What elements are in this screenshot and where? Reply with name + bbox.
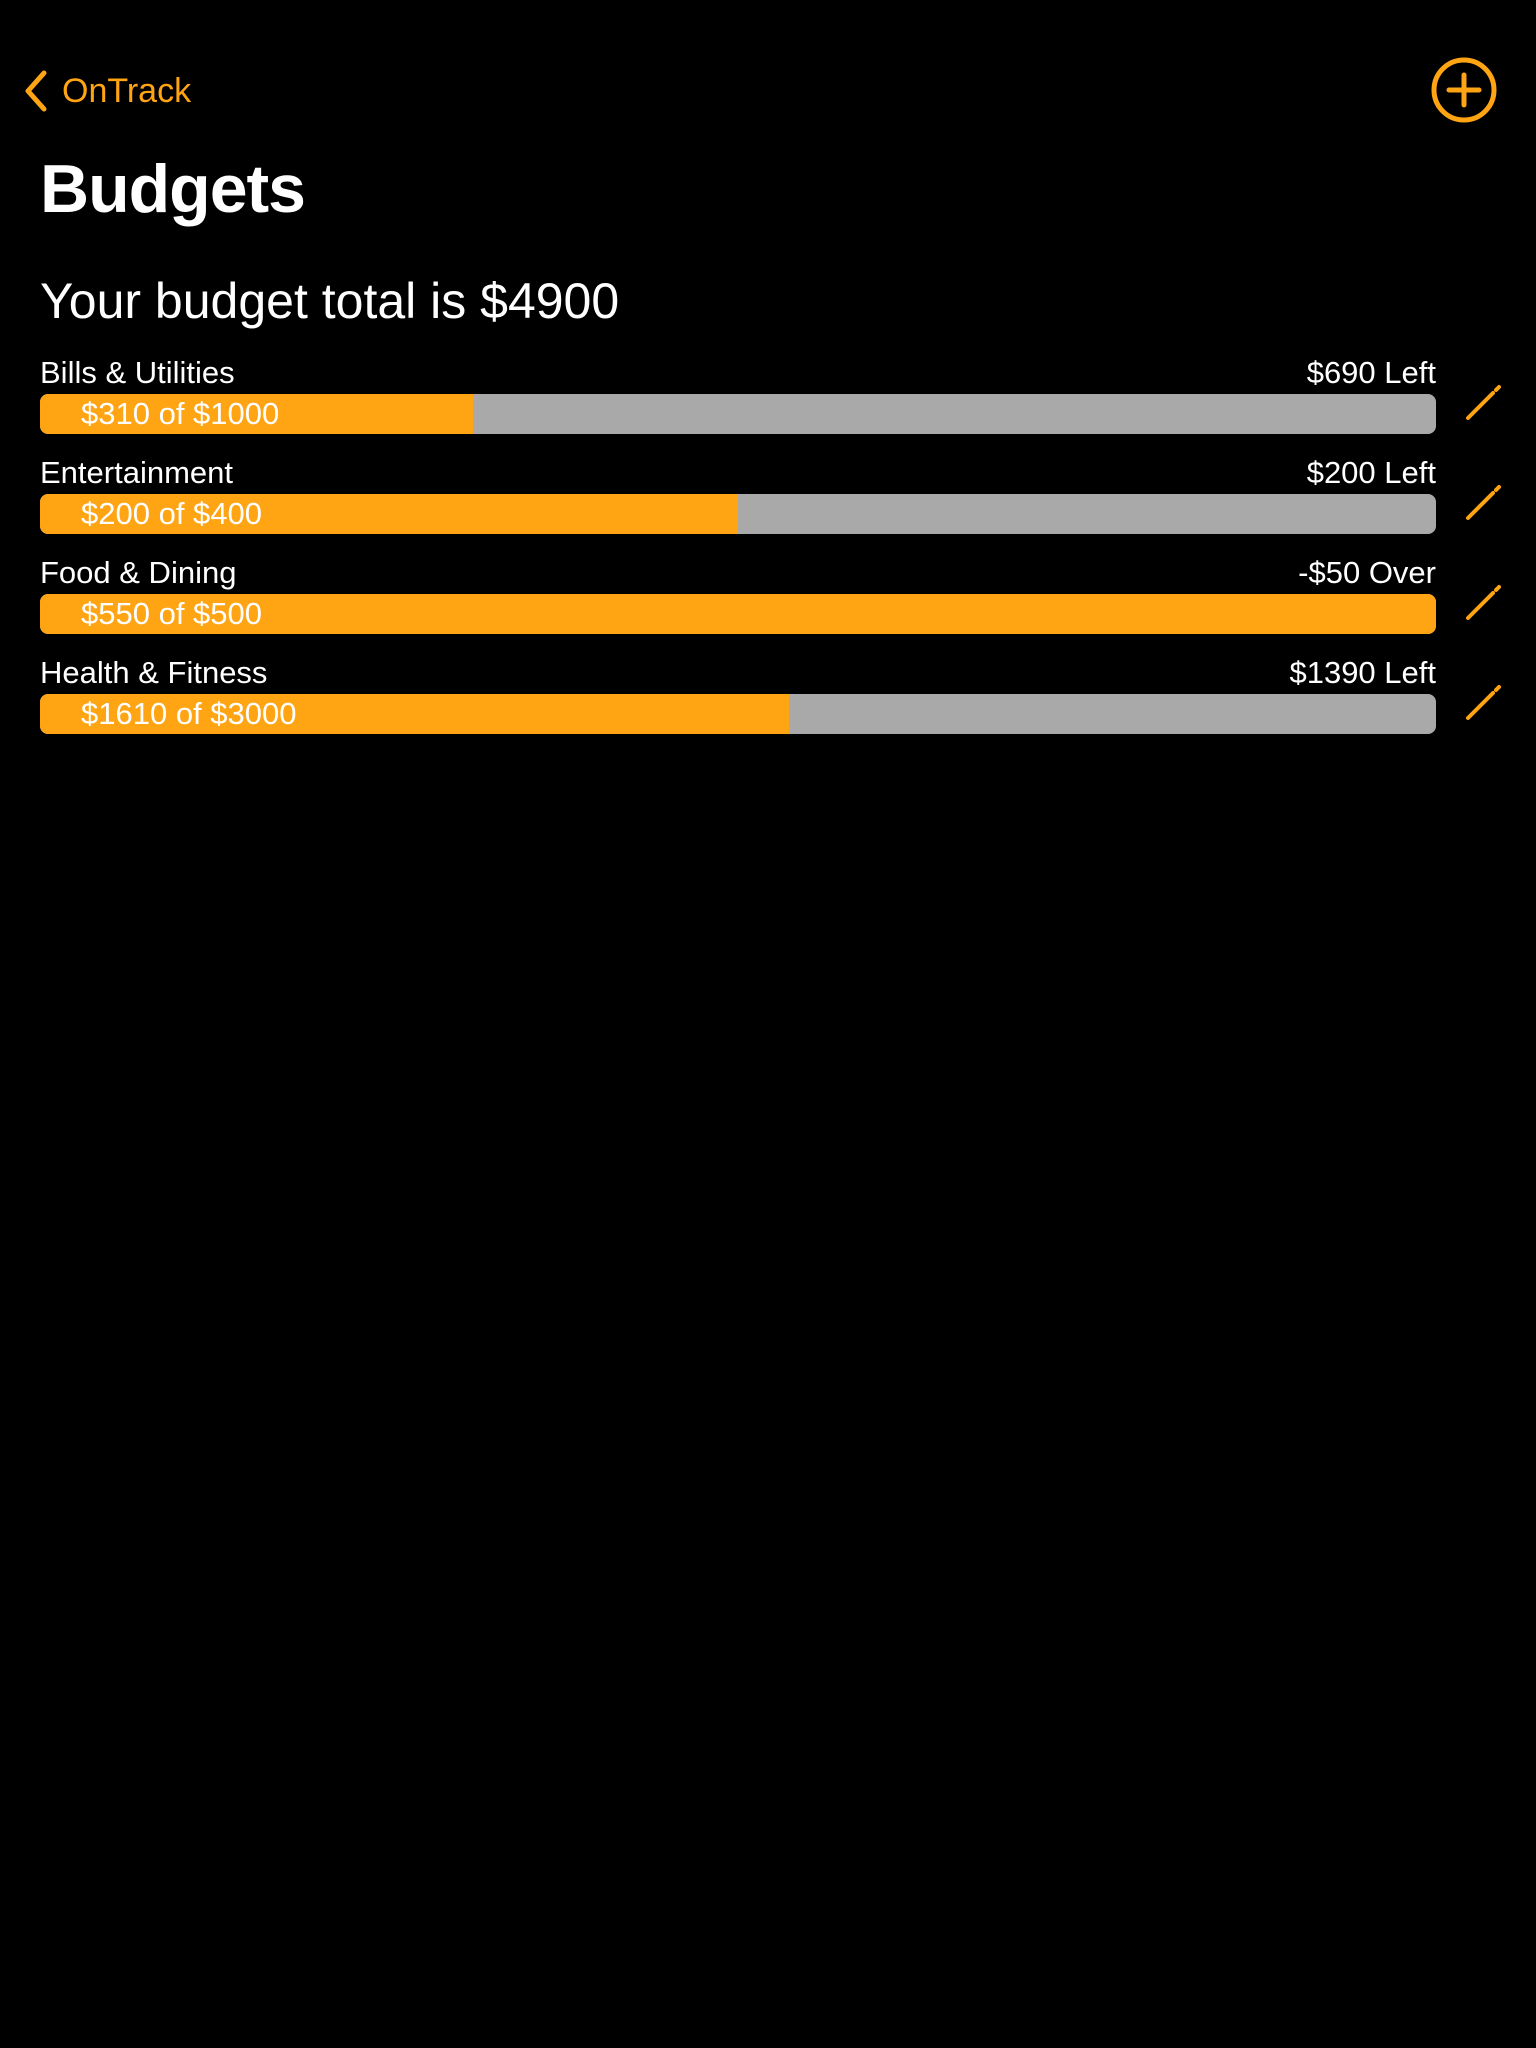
edit-budget-button[interactable] <box>1460 578 1508 626</box>
navigation-bar: OnTrack <box>0 0 1536 150</box>
edit-budget-button[interactable] <box>1460 678 1508 726</box>
budget-row-header: Food & Dining -$50 Over <box>40 550 1436 594</box>
chevron-left-icon <box>25 70 47 112</box>
budget-row-header: Health & Fitness $1390 Left <box>40 650 1436 694</box>
budget-row-bills-utilities: Bills & Utilities $690 Left $310 of $100… <box>40 350 1520 450</box>
budget-progress-bar: $200 of $400 <box>40 494 1436 534</box>
budget-category-name: Food & Dining <box>40 555 237 590</box>
budget-remaining: $690 Left <box>1306 355 1436 390</box>
budget-progress-bar: $1610 of $3000 <box>40 694 1436 734</box>
budget-row-health-fitness: Health & Fitness $1390 Left $1610 of $30… <box>40 650 1520 750</box>
budget-progress-fill <box>40 594 1436 634</box>
budget-category-name: Health & Fitness <box>40 655 268 690</box>
budget-progress-label: $200 of $400 <box>81 496 263 531</box>
budget-category-name: Entertainment <box>40 455 233 490</box>
edit-budget-button[interactable] <box>1460 378 1508 426</box>
pencil-icon <box>1466 485 1501 520</box>
pencil-icon <box>1466 585 1501 620</box>
plus-circle-icon <box>1431 57 1497 123</box>
back-button[interactable]: OnTrack <box>22 66 191 116</box>
budget-total-summary: Your budget total is $4900 <box>40 273 620 329</box>
budget-remaining: $200 Left <box>1306 455 1436 490</box>
budget-category-name: Bills & Utilities <box>40 355 235 390</box>
budget-progress-label: $1610 of $3000 <box>81 696 297 731</box>
budget-row-header: Entertainment $200 Left <box>40 450 1436 494</box>
budget-row-food-dining: Food & Dining -$50 Over $550 of $500 <box>40 550 1520 650</box>
budget-progress-bar: $310 of $1000 <box>40 394 1436 434</box>
budget-progress-fill <box>40 394 473 434</box>
budget-list: Bills & Utilities $690 Left $310 of $100… <box>40 350 1520 750</box>
budget-row-header: Bills & Utilities $690 Left <box>40 350 1436 394</box>
edit-budget-button[interactable] <box>1460 478 1508 526</box>
budget-progress-fill <box>40 494 738 534</box>
pencil-icon <box>1466 685 1501 720</box>
pencil-icon <box>1466 385 1501 420</box>
add-budget-button[interactable] <box>1430 56 1498 124</box>
budget-row-entertainment: Entertainment $200 Left $200 of $400 <box>40 450 1520 550</box>
back-button-label: OnTrack <box>62 72 192 110</box>
budget-progress-label: $310 of $1000 <box>81 396 280 431</box>
budget-remaining: $1390 Left <box>1289 655 1436 690</box>
budget-progress-fill <box>40 694 790 734</box>
page-title: Budgets <box>40 151 306 227</box>
budget-remaining: -$50 Over <box>1298 555 1436 590</box>
budget-progress-label: $550 of $500 <box>81 596 263 631</box>
budget-progress-bar: $550 of $500 <box>40 594 1436 634</box>
